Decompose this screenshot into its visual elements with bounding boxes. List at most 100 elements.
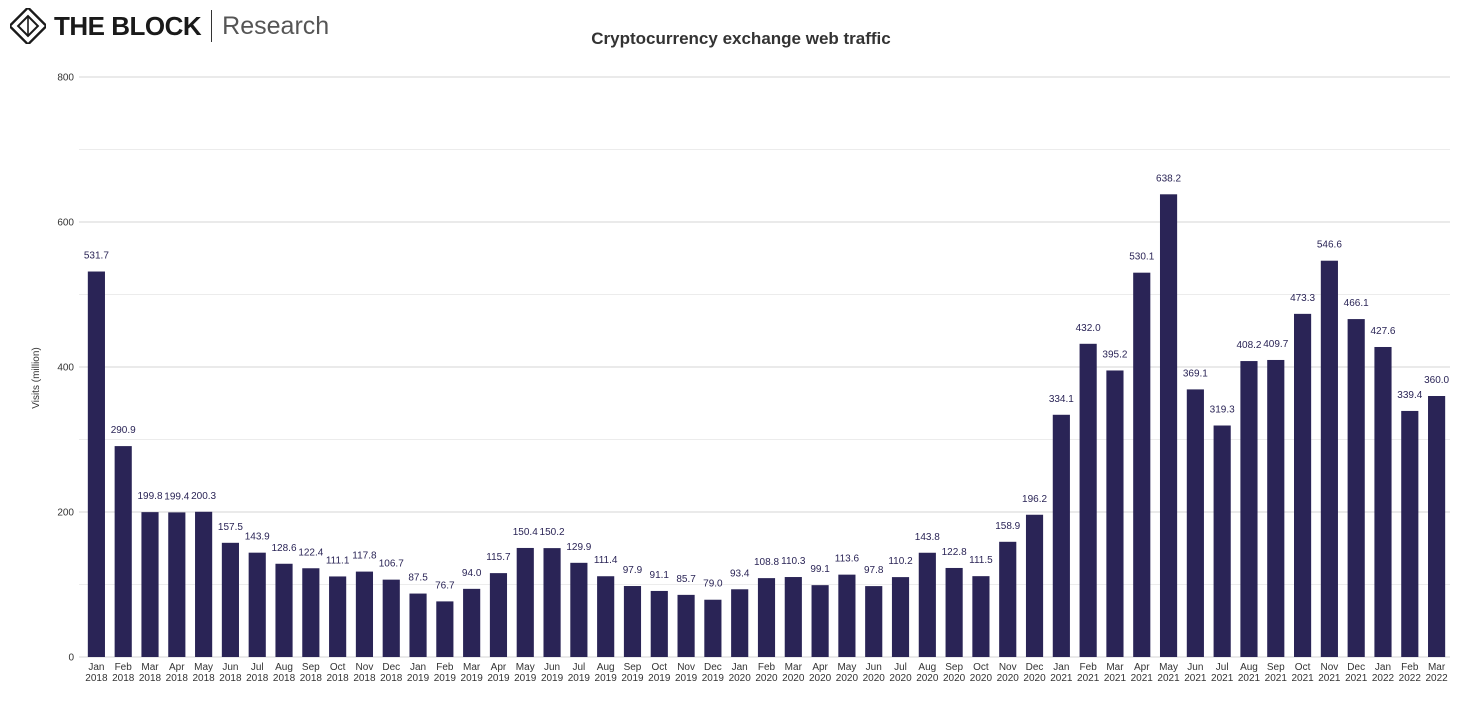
data-label: 122.8 — [942, 547, 967, 558]
data-label: 99.1 — [810, 564, 830, 575]
bar — [516, 547, 534, 657]
brand-header: THE BLOCK Research — [10, 6, 329, 46]
x-tick-month: Jan — [1375, 662, 1391, 673]
x-tick-year: 2020 — [782, 673, 805, 684]
bar — [1052, 414, 1070, 657]
bar — [784, 577, 802, 657]
x-tick-month: Apr — [169, 662, 185, 673]
x-tick-year: 2018 — [246, 673, 269, 684]
bar — [463, 588, 481, 657]
x-tick-year: 2019 — [487, 673, 510, 684]
bar — [704, 599, 722, 657]
x-tick-year: 2021 — [1265, 673, 1288, 684]
bar — [489, 573, 508, 657]
data-label: 91.1 — [650, 570, 670, 581]
bar — [382, 579, 400, 657]
brand-subtitle: Research — [222, 11, 330, 40]
x-tick-year: 2018 — [85, 673, 108, 684]
bar — [1428, 396, 1446, 657]
x-tick-month: Jan — [1053, 662, 1069, 673]
x-tick-month: Oct — [1295, 662, 1311, 673]
x-tick-month: May — [837, 662, 856, 673]
x-tick-month: Jul — [894, 662, 907, 673]
data-label: 427.6 — [1370, 326, 1395, 337]
data-label: 110.3 — [781, 556, 806, 567]
x-tick-year: 2021 — [1184, 673, 1207, 684]
x-tick-month: Feb — [1401, 662, 1419, 673]
data-label: 129.9 — [566, 542, 591, 553]
x-axis-ticks: Jan2018Feb2018Mar2018Apr2018May2018Jun20… — [85, 662, 1448, 684]
bar — [945, 567, 963, 657]
data-label: 106.7 — [379, 559, 404, 570]
x-tick-year: 2019 — [702, 673, 725, 684]
data-label: 150.2 — [540, 527, 565, 538]
data-label: 290.9 — [111, 425, 136, 436]
x-tick-month: Aug — [918, 662, 936, 673]
x-tick-year: 2020 — [943, 673, 966, 684]
x-tick-year: 2021 — [1291, 673, 1314, 684]
x-tick-month: Aug — [275, 662, 293, 673]
data-label: 143.9 — [245, 532, 270, 543]
x-tick-month: Jan — [88, 662, 104, 673]
x-tick-year: 2020 — [970, 673, 993, 684]
bar — [355, 571, 374, 657]
data-label: 395.2 — [1102, 349, 1127, 360]
bar — [1347, 319, 1365, 657]
x-tick-month: Jun — [1187, 662, 1203, 673]
x-tick-year: 2019 — [407, 673, 430, 684]
data-label: 115.7 — [486, 552, 511, 563]
data-label: 409.7 — [1263, 339, 1288, 350]
bar — [409, 593, 427, 657]
x-tick-month: Oct — [973, 662, 989, 673]
bar — [918, 552, 936, 657]
data-label: 200.3 — [191, 491, 216, 502]
x-tick-month: Jan — [410, 662, 426, 673]
data-label: 93.4 — [730, 568, 750, 579]
data-label: 79.0 — [703, 579, 723, 590]
data-label: 196.2 — [1022, 494, 1047, 505]
data-label: 369.1 — [1183, 368, 1208, 379]
x-tick-year: 2018 — [380, 673, 403, 684]
x-tick-month: Nov — [356, 662, 374, 673]
x-tick-year: 2021 — [1318, 673, 1341, 684]
data-label: 339.4 — [1397, 390, 1422, 401]
bar — [543, 548, 561, 657]
x-tick-month: Apr — [812, 662, 828, 673]
bar — [811, 585, 829, 657]
x-tick-month: Sep — [624, 662, 642, 673]
data-label: 199.8 — [137, 491, 162, 502]
bar — [275, 563, 293, 657]
x-tick-year: 2021 — [1238, 673, 1261, 684]
chart-title: Cryptocurrency exchange web traffic — [591, 29, 891, 48]
data-label: 531.7 — [84, 251, 109, 262]
bar — [1213, 425, 1231, 657]
bar — [972, 576, 990, 657]
the-block-cube-icon — [10, 8, 46, 44]
x-tick-year: 2021 — [1104, 673, 1127, 684]
y-axis-label: Visits (million) — [31, 347, 42, 409]
x-tick-month: May — [1159, 662, 1178, 673]
x-tick-month: Mar — [141, 662, 159, 673]
data-label: 432.0 — [1076, 323, 1101, 334]
data-label: 334.1 — [1049, 394, 1074, 405]
x-tick-month: Aug — [1240, 662, 1258, 673]
x-tick-month: Jan — [732, 662, 748, 673]
bar — [221, 542, 239, 657]
x-tick-month: Dec — [1026, 662, 1044, 673]
x-tick-month: Jun — [222, 662, 238, 673]
x-tick-year: 2019 — [514, 673, 537, 684]
x-tick-year: 2020 — [863, 673, 886, 684]
x-tick-month: Mar — [1428, 662, 1446, 673]
x-tick-year: 2020 — [997, 673, 1020, 684]
x-tick-month: Mar — [785, 662, 803, 673]
y-tick-label: 800 — [57, 73, 74, 84]
x-tick-year: 2020 — [916, 673, 939, 684]
y-tick-label: 600 — [57, 218, 74, 229]
x-tick-month: Feb — [1080, 662, 1098, 673]
x-tick-month: Apr — [1134, 662, 1150, 673]
x-tick-month: Jul — [572, 662, 585, 673]
x-tick-year: 2018 — [273, 673, 296, 684]
bar — [838, 574, 856, 657]
bar — [329, 576, 347, 657]
bar — [1133, 272, 1151, 657]
